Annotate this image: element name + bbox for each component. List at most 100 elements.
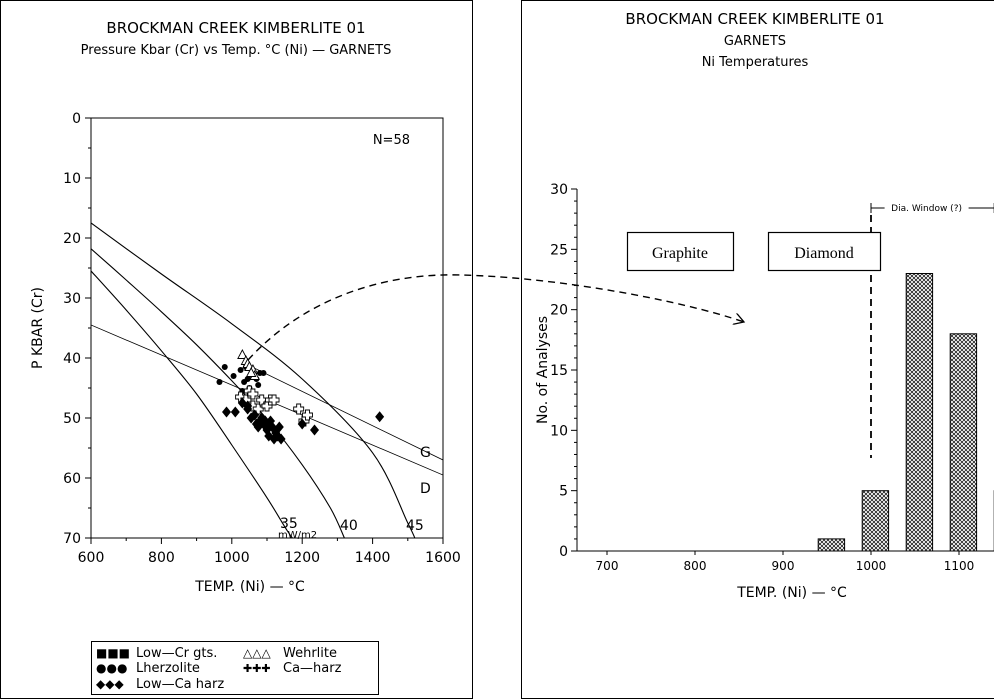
graphite-box: [626, 231, 735, 272]
connecting-arrow: [247, 274, 744, 361]
scatter-reference-lines: [91, 222, 443, 538]
scatter-y-ticks: 0 10 20 30 40 50 60 70: [63, 111, 91, 547]
scatter-x-tick-label: 1200: [284, 550, 320, 566]
line-label-d: D: [420, 481, 431, 497]
point-triangle: [245, 367, 257, 377]
point-cross: [302, 409, 313, 421]
histogram-y-tick-label: 15: [550, 363, 568, 379]
point-diamond: [250, 409, 260, 421]
histogram-x-tick-label: 1000: [856, 559, 887, 573]
histogram-x-tick-label: 700: [596, 559, 619, 573]
point-circle: [216, 379, 223, 385]
point-diamond: [310, 424, 320, 436]
scatter-x-tick-label: 1600: [425, 550, 461, 566]
right-title: BROCKMAN CREEK KIMBERLITE 01: [625, 10, 884, 28]
histogram-x-tick-label: 800: [684, 559, 707, 573]
point-diamond: [297, 418, 307, 430]
scatter-plot-area: [90, 117, 444, 539]
histogram-bar: [817, 538, 846, 552]
histogram-x-label: TEMP. (Ni) — °C: [736, 585, 847, 601]
diamond-label: Diamond: [794, 245, 854, 262]
left-panel: BROCKMAN CREEK KIMBERLITE 01 Pressure Kb…: [0, 0, 473, 699]
point-triangle: [237, 349, 248, 359]
histogram-y-tick-label: 30: [550, 182, 568, 198]
scatter-x-ticks: 600 800 1000 1200 1400 1600: [78, 538, 461, 566]
scatter-x-tick-label: 1000: [214, 550, 250, 566]
geotherm-label-45: 45: [406, 518, 424, 534]
line-label-g: G: [420, 445, 431, 461]
point-cross: [252, 403, 264, 415]
point-diamond: [257, 412, 267, 424]
histogram-bars: [817, 273, 994, 552]
point-diamond: [262, 421, 272, 433]
legend-label-low-ca: Low—Ca harz: [136, 677, 224, 692]
n-label: N=58: [373, 133, 410, 148]
point-circle: [230, 373, 237, 379]
legend-label-ca-harz: Ca—harz: [283, 661, 342, 676]
point-diamond: [253, 421, 263, 433]
legend-symbol-lherzolite: ●●●: [96, 661, 127, 675]
legend-symbol-low-cr: ■■■: [96, 646, 130, 660]
histogram-bar: [861, 490, 890, 552]
geotherm-unit: mW/m2: [278, 530, 317, 541]
point-diamond: [276, 433, 286, 445]
left-panel-frame: [0, 0, 473, 699]
point-cross: [293, 403, 305, 415]
legend-label-wehrlite: Wehrlite: [283, 646, 337, 661]
point-diamond: [230, 406, 240, 418]
histogram-bar: [905, 273, 934, 552]
histogram-y-label: No. of Analyses: [535, 316, 551, 424]
geotherm-curve-35: [91, 270, 294, 538]
right-subtitle-2: Ni Temperatures: [702, 55, 809, 70]
scatter-y-tick-label: 0: [72, 111, 81, 127]
scatter-x-label: TEMP. (Ni) — °C: [194, 579, 305, 595]
left-subtitle: Pressure Kbar (Cr) vs Temp. °C (Ni) — GA…: [81, 43, 392, 58]
geotherm-curve-45: [91, 222, 416, 538]
point-circle: [255, 382, 262, 388]
scatter-y-tick-label: 20: [63, 231, 81, 247]
histogram-y-ticks: 0 5 10 15 20 25 30: [550, 182, 577, 560]
histogram-x-tick-label: 900: [772, 559, 795, 573]
diamond-box: [767, 231, 882, 272]
boundary-line-d: [245, 363, 443, 461]
histogram-y-tick-label: 20: [550, 303, 568, 319]
point-diamond: [222, 406, 232, 418]
legend-label-low-cr: Low—Cr gts.: [136, 646, 217, 661]
histogram-y-tick-label: 10: [550, 423, 568, 439]
geotherm-curve-40: [91, 248, 345, 538]
diamond-window: Dia. Window (?): [870, 202, 994, 214]
geotherm-label-40: 40: [340, 518, 358, 534]
histogram-y-tick-label: 0: [559, 544, 568, 560]
scatter-y-tick-label: 60: [63, 471, 81, 487]
legend-symbol-wehrlite: △△△: [243, 646, 271, 660]
histogram-x-ticks: 700800900100011001200130014001500: [596, 551, 974, 573]
point-cross: [268, 394, 280, 406]
point-diamond: [375, 411, 385, 423]
right-panel: BROCKMAN CREEK KIMBERLITE 01 GARNETS Ni …: [521, 0, 994, 699]
legend-symbol-low-ca: ◆◆◆: [96, 677, 124, 691]
point-diamond: [274, 421, 284, 433]
scatter-y-tick-label: 10: [63, 171, 81, 187]
scatter-x-tick-label: 1400: [355, 550, 391, 566]
point-circle: [244, 376, 251, 382]
histogram-y-tick-label: 25: [550, 242, 568, 258]
legend-symbol-ca-harz: ✚✚✚: [243, 662, 271, 675]
legend-label-lherzolite: Lherzolite: [136, 661, 200, 676]
point-cross: [247, 388, 259, 400]
legend: ■■■ Low—Cr gts. △△△ Wehrlite ●●● Lherzol…: [91, 641, 379, 695]
scatter-y-tick-label: 70: [63, 531, 81, 547]
point-circle: [260, 370, 267, 376]
histogram-y-tick-label: 5: [559, 484, 568, 500]
scatter-y-label: P KBAR (Cr): [30, 287, 46, 369]
right-panel-frame: [521, 0, 994, 699]
scatter-points: [216, 349, 385, 445]
point-circle: [221, 364, 228, 370]
scatter-x-tick-label: 800: [148, 550, 175, 566]
left-title: BROCKMAN CREEK KIMBERLITE 01: [106, 19, 365, 37]
graphite-label: Graphite: [652, 245, 708, 262]
diamond-window-label: Dia. Window (?): [891, 204, 962, 214]
scatter-y-tick-label: 30: [63, 291, 81, 307]
scatter-x-tick-label: 600: [78, 550, 105, 566]
right-subtitle: GARNETS: [724, 34, 786, 49]
